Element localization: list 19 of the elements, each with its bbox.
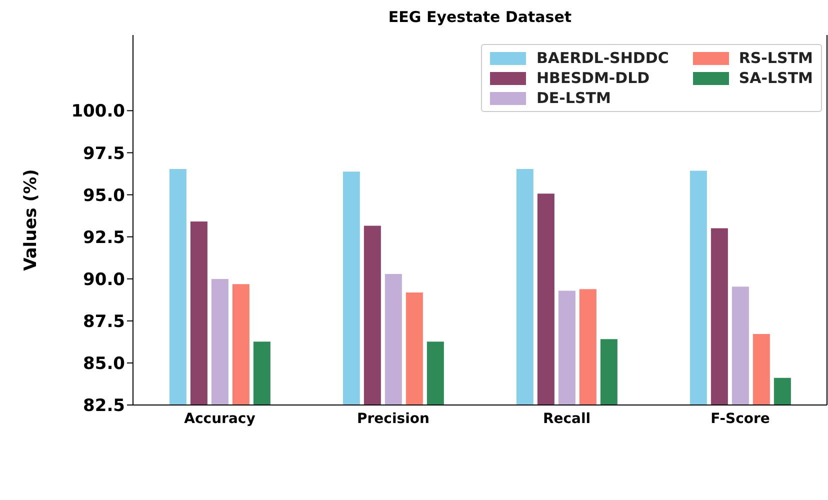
y-tick-label: 92.5: [83, 228, 125, 248]
legend-label: RS-LSTM: [738, 49, 813, 67]
y-tick-label: 90.0: [83, 270, 126, 290]
x-tick-label: F-Score: [710, 410, 770, 427]
x-tick-label: Recall: [542, 410, 591, 427]
x-tick-label: Precision: [357, 410, 430, 427]
y-tick-label: 95.0: [83, 186, 126, 206]
y-tick-label: 85.0: [83, 354, 126, 374]
y-tick-label: 100.0: [71, 102, 126, 122]
legend-label: SA-LSTM: [738, 69, 813, 87]
y-tick-label: 97.5: [83, 144, 125, 164]
y-axis-title: Values (%): [21, 169, 42, 271]
legend-label: BAERDL-SHDDC: [536, 49, 669, 67]
y-tick-label: 87.5: [83, 312, 125, 332]
chart-title: EEG Eyestate Dataset: [387, 8, 573, 26]
legend-label: DE-LSTM: [536, 89, 611, 107]
y-tick-label: 82.5: [83, 396, 125, 416]
x-tick-label: Accuracy: [184, 410, 256, 427]
legend-label: HBESDM-DLD: [536, 69, 650, 87]
